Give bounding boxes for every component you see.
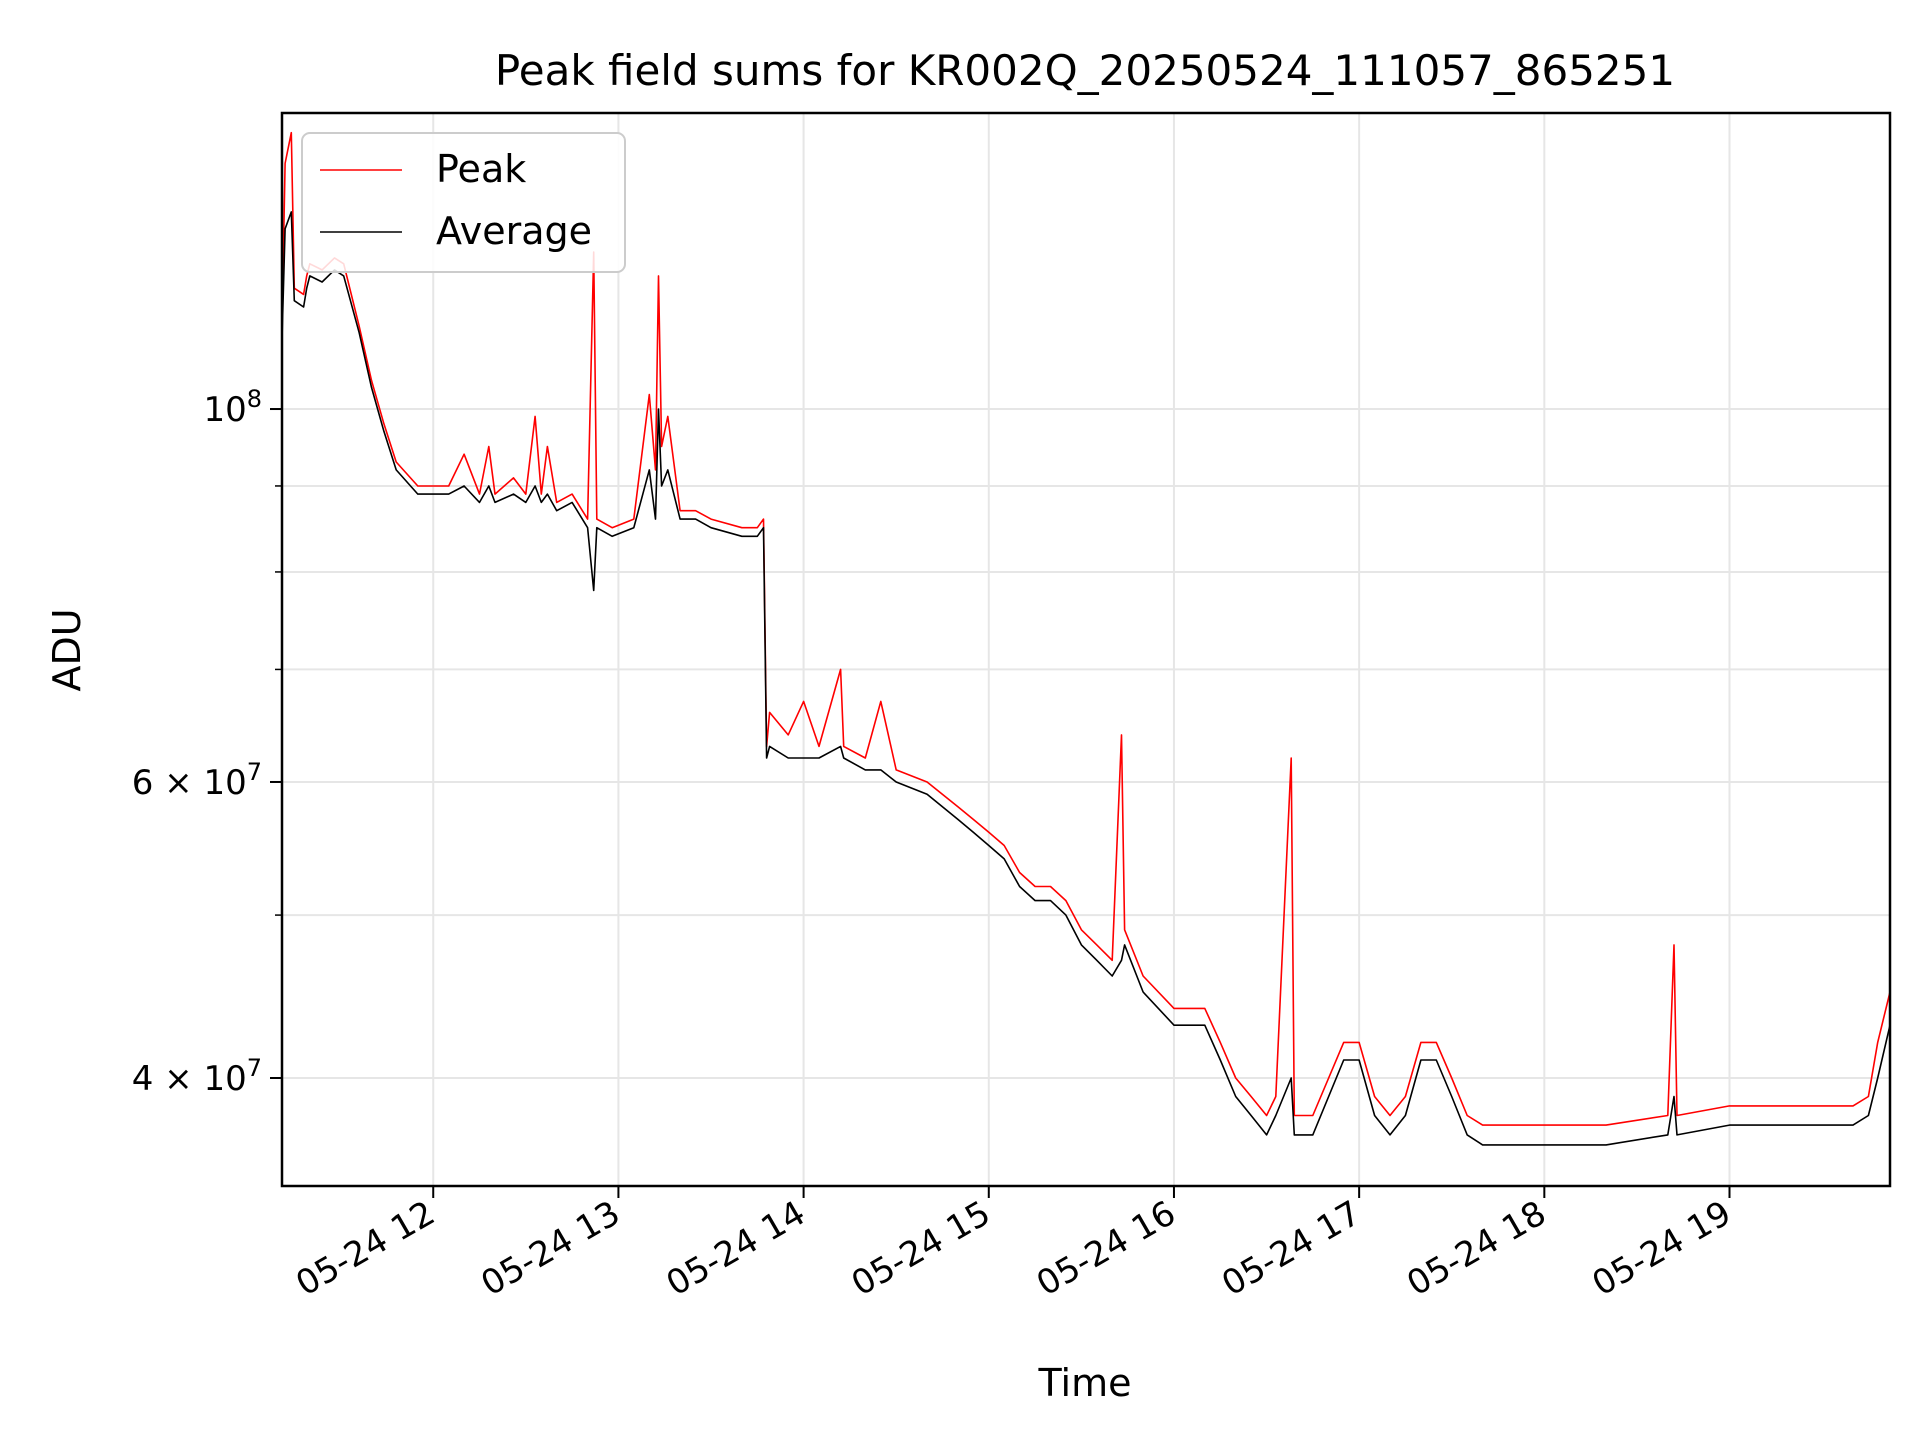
legend-box [301, 132, 626, 273]
legend-label-peak: Peak [436, 147, 526, 191]
series-layer [281, 131, 1891, 1146]
y-tick-label: 4 × 107 [132, 1054, 262, 1099]
x-axis-label: Time [1038, 1361, 1132, 1405]
legend-label-average: Average [436, 209, 592, 253]
legend: Peak Average [301, 132, 626, 273]
y-axis: 4 × 107 6 × 107 108 [132, 385, 282, 1099]
series-line-peak [281, 131, 1891, 1126]
chart-title: Peak field sums for KR002Q_20250524_1110… [495, 46, 1675, 95]
grid [282, 113, 1890, 1186]
y-tick-label: 108 [203, 385, 262, 430]
series-line-average [281, 211, 1891, 1146]
y-tick-label: 6 × 107 [132, 758, 262, 803]
plot-frame [280, 111, 1892, 1188]
y-axis-label: ADU [45, 608, 89, 691]
